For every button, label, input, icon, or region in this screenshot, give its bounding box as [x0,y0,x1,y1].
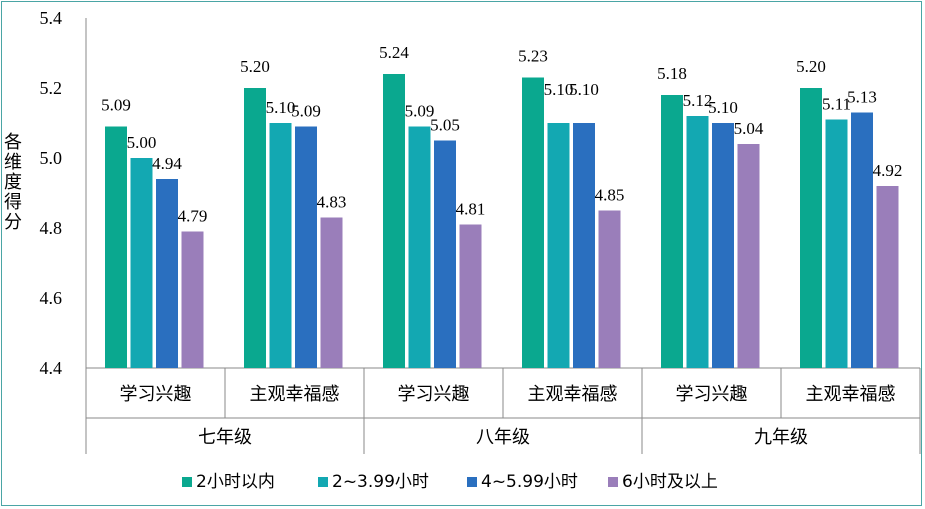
data-label: 5.05 [430,116,460,135]
bar [181,231,204,368]
bar [876,186,899,368]
bar [661,95,683,368]
data-label: 5.09 [405,102,435,121]
legend-swatch [182,477,192,487]
bar [320,217,343,368]
legend-label: 2~3.99小时 [332,472,429,492]
group-label: 八年级 [476,427,530,448]
bar [712,123,734,368]
y-tick-label: 5.2 [40,78,63,98]
data-label: 4.83 [317,193,347,212]
y-tick-label: 4.4 [40,358,63,378]
bar [825,119,848,368]
data-label: 5.09 [101,96,131,115]
axes [85,18,921,454]
data-label: 5.10 [266,98,296,117]
category-label: 学习兴趣 [120,384,192,405]
bar [383,74,405,368]
data-label: 4.92 [873,161,903,180]
bar [434,140,456,368]
data-labels: 5.095.205.24 5.235.18 5.205.005.10 5.095.10… [101,43,902,226]
legend-swatch [318,477,328,487]
legend-label: 4~5.99小时 [481,472,578,492]
y-axis-title-char: 度 [4,172,22,193]
bar [573,123,595,368]
bar [156,179,178,368]
data-label: 5.20 [240,57,270,76]
category-label: 主观幸福感 [250,384,340,405]
legend-swatch [608,477,618,487]
group-label: 九年级 [754,427,808,448]
y-axis-title-char: 维 [4,152,22,173]
y-axis-ticks: 4.4 4.6 4.8 5.0 5.2 5.4 [40,8,63,378]
y-tick-label: 4.8 [40,218,63,238]
data-label: 5.23 [518,47,548,66]
y-tick-label: 5.4 [40,8,63,28]
bar [295,126,317,368]
data-label: 5.10 [708,98,738,117]
data-label: 5.10 [569,80,599,99]
y-axis-title-char: 得 [4,192,22,213]
data-label: 4.94 [152,154,182,173]
category-label: 主观幸福感 [528,384,618,405]
category-label: 主观幸福感 [806,384,896,405]
bar [598,210,621,368]
legend-swatch [467,477,477,487]
data-label: 5.11 [822,95,851,114]
data-label: 5.12 [683,91,713,110]
bar [459,224,482,368]
bar [269,123,292,368]
bar [105,126,127,368]
data-label: 5.20 [796,57,826,76]
y-axis-title-char: 分 [4,212,22,233]
legend-label: 6小时及以上 [622,472,718,492]
data-label: 5.04 [734,119,764,138]
data-label: 5.09 [291,102,321,121]
data-label: 5.18 [657,64,687,83]
group-label: 七年级 [198,427,252,448]
bar [408,126,431,368]
data-label: 5.10 [544,80,574,99]
bar [130,158,153,368]
category-label: 学习兴趣 [398,384,470,405]
bar [522,77,544,368]
bar [800,88,822,368]
y-tick-label: 4.6 [40,288,63,308]
data-label: 4.79 [178,207,208,226]
legend-label: 2小时以内 [196,472,275,492]
bar [737,144,760,368]
y-axis-title-char: 各 [4,132,22,153]
bar [851,112,873,368]
data-label: 5.13 [847,88,877,107]
data-label: 5.00 [127,133,157,152]
bar [686,116,709,368]
data-label: 4.81 [456,200,486,219]
bars [105,74,899,368]
legend: 2小时以内 2~3.99小时 4~5.99小时 6小时及以上 [182,472,718,492]
data-label: 5.24 [379,43,409,62]
bar [547,123,570,368]
bar [244,88,266,368]
data-label: 4.85 [595,186,625,205]
category-label: 学习兴趣 [676,384,748,405]
y-tick-label: 5.0 [40,148,63,168]
